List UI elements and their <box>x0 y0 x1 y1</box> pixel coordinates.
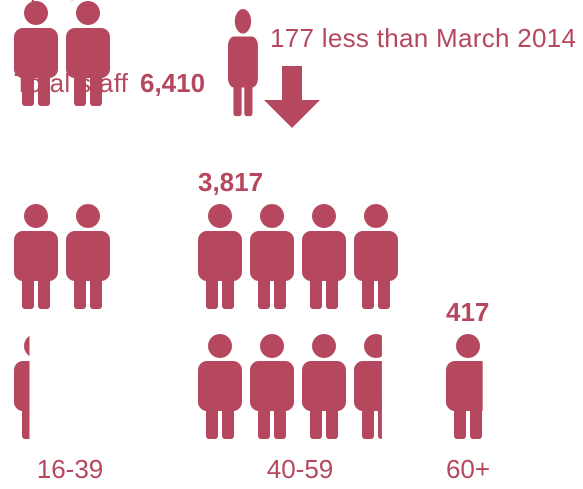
person-shape <box>14 204 58 309</box>
category-label: 60+ <box>446 454 490 484</box>
person-shape <box>446 334 483 439</box>
annotation: 177 less than March 2014 <box>270 23 576 53</box>
person-shape <box>302 334 346 439</box>
down-arrow <box>264 66 320 128</box>
person-icon <box>302 334 346 439</box>
value-label: 3,817 <box>198 167 263 197</box>
icon-group <box>198 204 398 439</box>
person-shape <box>198 204 242 309</box>
person-icon <box>14 334 30 439</box>
icon-group <box>446 334 483 439</box>
person-icon <box>354 334 382 439</box>
person-icon <box>302 204 346 309</box>
person-icon <box>354 204 398 309</box>
value-label: 417 <box>446 297 489 327</box>
person-icon <box>66 204 110 309</box>
person-shape <box>14 334 30 439</box>
category-label: 16-39 <box>37 454 104 484</box>
person-icon <box>250 334 294 439</box>
person-icon <box>14 204 58 309</box>
person-icon <box>228 9 258 117</box>
category-label: 40-59 <box>267 454 334 484</box>
person-shape <box>250 204 294 309</box>
person-shape <box>354 334 382 439</box>
person-shape <box>198 334 242 439</box>
person-shape <box>250 334 294 439</box>
person-shape <box>66 204 110 309</box>
person-icon <box>446 334 483 439</box>
person-shape <box>354 204 398 309</box>
person-icon <box>198 204 242 309</box>
icon-group <box>14 1 110 439</box>
value-label: 2,176 <box>14 0 79 6</box>
person-icon <box>250 204 294 309</box>
person-icon <box>198 334 242 439</box>
person-shape <box>302 204 346 309</box>
total-value: 6,410 <box>140 68 205 98</box>
header-art <box>228 9 320 128</box>
